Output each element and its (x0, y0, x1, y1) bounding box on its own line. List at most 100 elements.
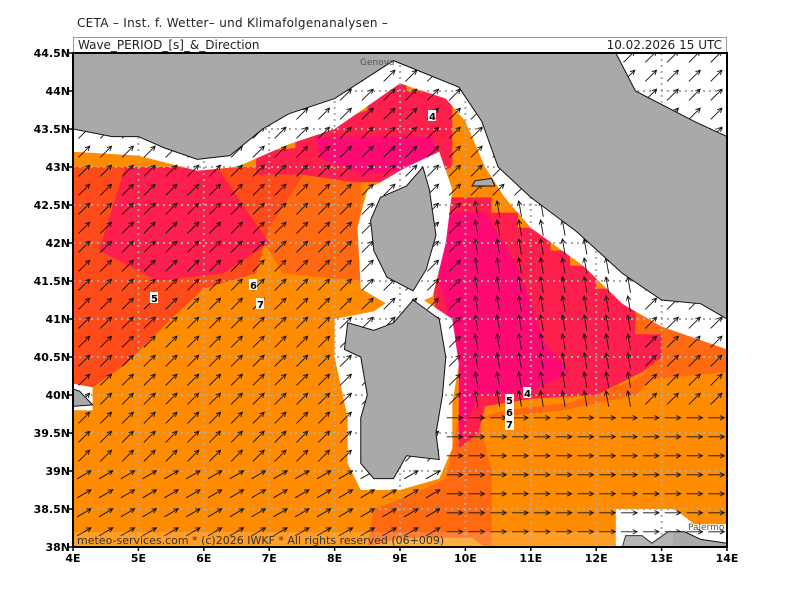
direction-arrow (382, 527, 398, 537)
direction-arrow (708, 510, 726, 516)
direction-arrow (360, 508, 376, 518)
direction-arrow (296, 373, 309, 386)
direction-arrow (296, 240, 309, 253)
direction-arrow (688, 69, 701, 82)
direction-arrow (533, 491, 551, 497)
direction-arrow (208, 221, 222, 234)
direction-arrow (516, 332, 523, 350)
direction-arrow (448, 240, 462, 253)
direction-arrow (317, 335, 331, 348)
direction-arrow (688, 335, 701, 348)
direction-arrow (317, 126, 331, 139)
direction-arrow (208, 392, 222, 405)
direction-arrow (164, 527, 180, 537)
direction-arrow (187, 430, 200, 443)
direction-arrow (560, 294, 566, 312)
direction-arrow (710, 88, 723, 101)
direction-arrow (142, 508, 158, 518)
direction-arrow (296, 259, 309, 272)
elba-island (471, 177, 496, 187)
direction-arrow (296, 183, 309, 196)
direction-arrow (143, 411, 156, 424)
direction-arrow (274, 164, 287, 177)
direction-arrow (99, 240, 113, 253)
direction-arrow (644, 354, 658, 367)
direction-arrow (78, 183, 91, 196)
direction-arrow (688, 392, 701, 405)
direction-arrow (165, 316, 178, 329)
direction-arrow (490, 472, 508, 478)
direction-arrow (317, 164, 331, 177)
direction-arrow (604, 313, 610, 331)
direction-arrow (230, 183, 244, 196)
direction-arrow (666, 373, 680, 386)
direction-arrow (78, 430, 91, 443)
direction-arrow (121, 221, 135, 234)
direction-arrow (230, 316, 244, 329)
direction-arrow (490, 434, 508, 440)
direction-arrow (599, 434, 617, 440)
direction-arrow (187, 392, 200, 405)
direction-arrow (383, 164, 396, 177)
direction-arrow (516, 294, 523, 312)
direction-arrow (446, 529, 464, 535)
direction-arrow (426, 164, 440, 177)
direction-arrow (642, 434, 660, 440)
direction-arrow (229, 508, 245, 518)
direction-arrow (599, 529, 617, 535)
direction-arrow (338, 489, 354, 499)
direction-arrow (339, 316, 353, 329)
direction-arrow (296, 316, 309, 329)
direction-arrow (142, 489, 158, 499)
direction-arrow (604, 294, 610, 312)
direction-arrow (274, 202, 287, 215)
direction-arrow (339, 297, 353, 310)
direction-arrow (642, 491, 660, 497)
contour-label: 5 (151, 294, 158, 305)
copyright-band (73, 532, 673, 547)
direction-arrow (446, 510, 464, 516)
direction-arrow (339, 278, 353, 291)
direction-arrow (710, 354, 723, 367)
direction-arrow (251, 508, 267, 518)
direction-arrow (664, 434, 682, 440)
direction-arrow (229, 489, 245, 499)
direction-arrow (688, 107, 701, 120)
direction-arrow (185, 527, 201, 537)
direction-arrow (296, 449, 309, 462)
direction-arrow (317, 259, 331, 272)
direction-arrow (490, 529, 508, 535)
lat-tick-label: 39N (45, 465, 70, 478)
direction-arrow (688, 88, 701, 101)
direction-arrow (143, 164, 156, 177)
direction-arrow (121, 411, 135, 424)
direction-arrow (164, 470, 180, 480)
direction-arrow (229, 527, 245, 537)
direction-arrow (710, 316, 723, 329)
direction-arrow (274, 430, 287, 443)
direction-arrow (664, 472, 682, 478)
direction-arrow (710, 373, 723, 386)
lon-tick-label: 9E (392, 552, 407, 565)
direction-arrow (121, 316, 135, 329)
direction-arrow (185, 508, 201, 518)
direction-arrow (383, 145, 396, 158)
direction-arrow (538, 313, 544, 331)
direction-arrow (625, 351, 632, 369)
direction-arrow (644, 392, 658, 405)
direction-arrow (208, 335, 222, 348)
direction-arrow (405, 164, 418, 177)
direction-arrow (686, 491, 704, 497)
direction-arrow (495, 218, 501, 236)
lat-tick-label: 43.5N (34, 123, 70, 136)
direction-arrow (473, 294, 479, 312)
lon-tick-label: 7E (262, 552, 277, 565)
direction-arrow (296, 392, 309, 405)
direction-arrow (99, 449, 113, 462)
direction-arrow (296, 430, 309, 443)
direction-arrow (688, 373, 701, 386)
direction-arrow (448, 183, 462, 196)
direction-arrow (533, 472, 551, 478)
direction-arrow (666, 354, 680, 367)
direction-arrow (426, 126, 440, 139)
